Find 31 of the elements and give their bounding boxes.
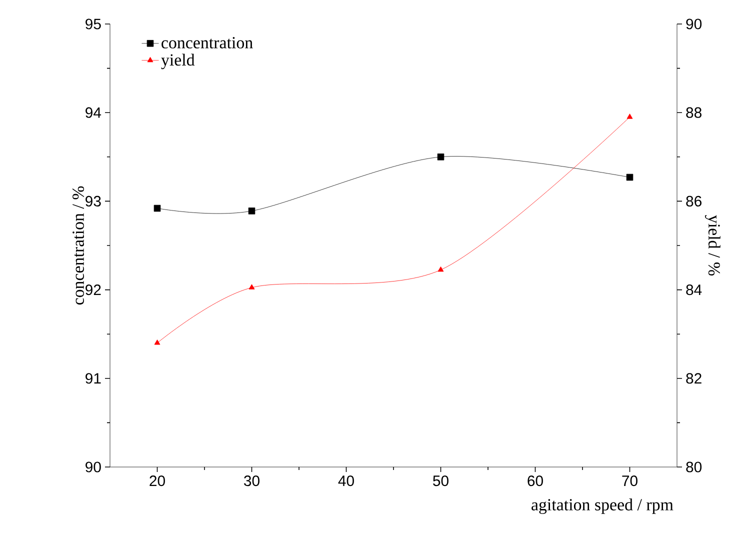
y-tick-label: 90 (86, 462, 101, 472)
y-tick-label: 93 (86, 196, 101, 206)
point (154, 340, 160, 345)
y-tick-label: 92 (86, 284, 101, 296)
x-tick-label: 30 (244, 476, 260, 486)
point (438, 266, 444, 272)
y2-tick-label: 88 (686, 107, 702, 118)
y2-tick-label: 86 (686, 196, 702, 206)
x-axis-title: agitation speed / rpm (532, 498, 674, 514)
y-tick-label: 91 (86, 373, 101, 384)
y-tick-label: 94 (86, 107, 102, 118)
y2-tick-label: 82 (686, 373, 702, 384)
y2-tick-label: 90 (686, 18, 702, 30)
point (248, 284, 255, 290)
point (248, 208, 256, 214)
y2-tick-label: 80 (686, 462, 702, 472)
y-axis-title: concentration / % (72, 186, 84, 305)
y2-axis-title: yield / % (704, 215, 720, 276)
point (626, 174, 634, 181)
point (626, 114, 633, 119)
y-tick-label: 95 (86, 18, 101, 30)
legend-label: yield (161, 54, 195, 70)
x-tick-label: 70 (622, 476, 638, 486)
x-tick-label: 50 (433, 476, 448, 486)
x-tick-label: 40 (338, 476, 354, 486)
point (437, 154, 444, 160)
legend-label: concentration (162, 37, 253, 48)
y2-tick-label: 84 (686, 284, 702, 296)
point (154, 204, 161, 212)
x-tick-label: 20 (150, 476, 165, 486)
x-tick-label: 60 (528, 476, 543, 486)
